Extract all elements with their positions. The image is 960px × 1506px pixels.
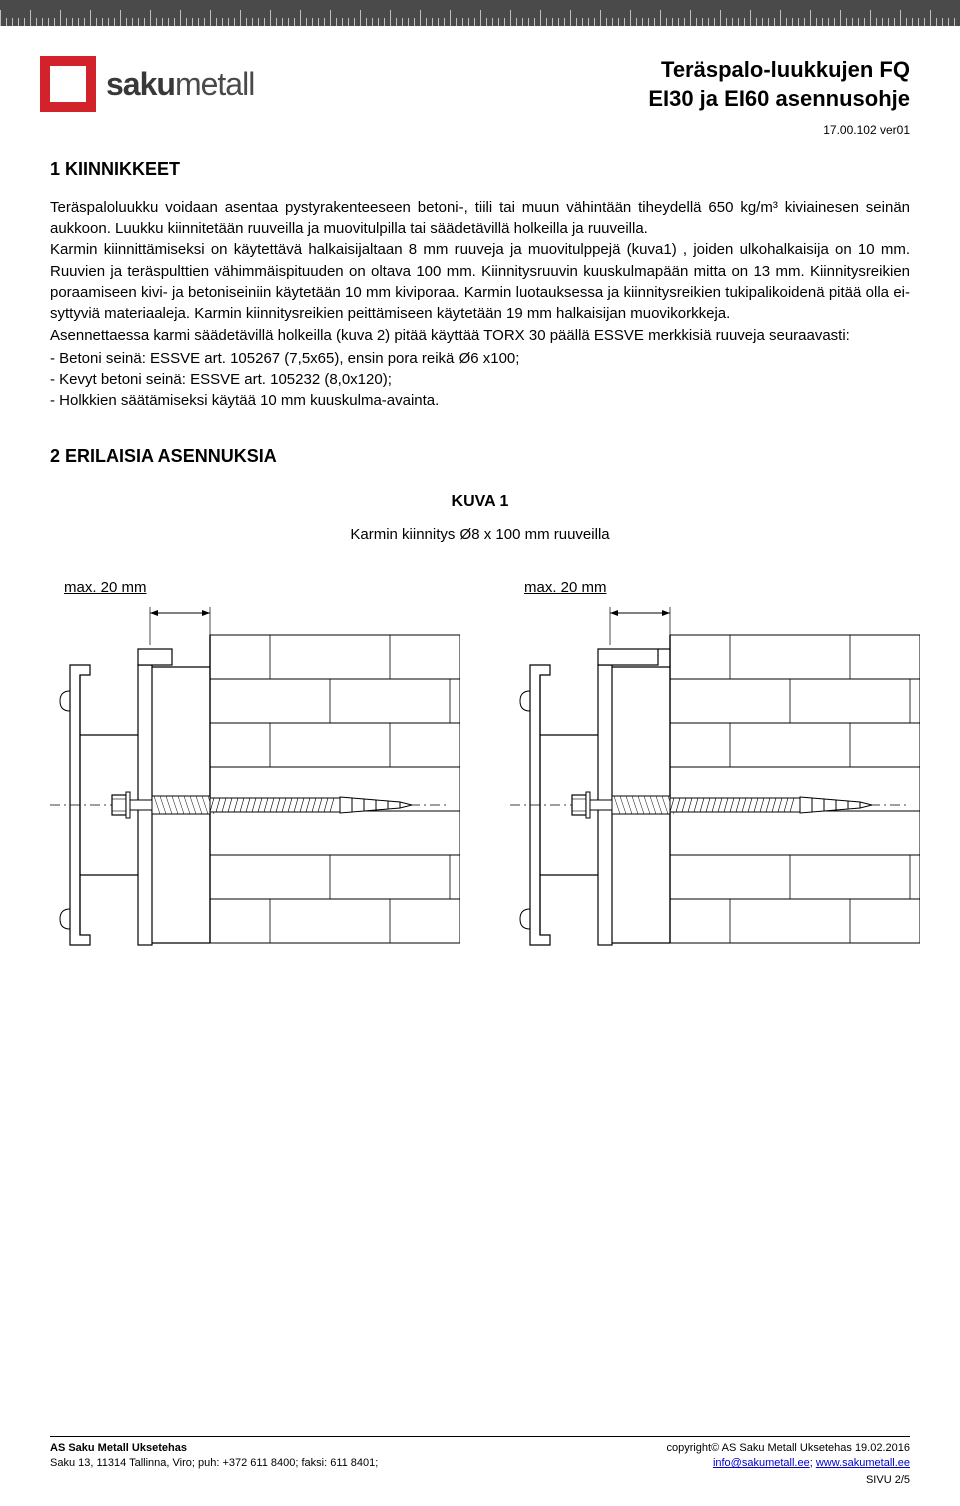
footer: AS Saku Metall Uksetehas Saku 13, 11314 …: [0, 1436, 960, 1506]
footer-left: AS Saku Metall Uksetehas Saku 13, 11314 …: [50, 1441, 378, 1488]
section-drawing-right-icon: [500, 605, 920, 975]
footer-rule: [50, 1436, 910, 1437]
section1-para3: Asennettaessa karmi säädetävillä holkeil…: [50, 325, 910, 346]
section2-heading: 2 ERILAISIA ASENNUKSIA: [50, 444, 910, 470]
doc-version: 17.00.102 ver01: [648, 123, 910, 137]
footer-address: Saku 13, 11314 Tallinna, Viro; puh: +372…: [50, 1457, 378, 1469]
footer-email[interactable]: info@sakumetall.ee: [713, 1457, 810, 1469]
header: sakumetall Teräspalo-luukkujen FQ EI30 j…: [0, 26, 960, 143]
diagrams-row: max. 20 mm max. 20 mm: [50, 577, 910, 974]
kuva-title: KUVA 1: [50, 491, 910, 514]
top-ruler: [0, 0, 960, 26]
logo-bold: saku: [106, 66, 175, 102]
list-item: - Kevyt betoni seinä: ESSVE art. 105232 …: [50, 369, 910, 390]
doc-title-line1: Teräspalo-luukkujen FQ: [648, 56, 910, 85]
diagram-label-right: max. 20 mm: [524, 577, 920, 598]
doc-title-line2: EI30 ja EI60 asennusohje: [648, 85, 910, 114]
logo: sakumetall: [40, 56, 254, 112]
section1-para1: Teräspaloluukku voidaan asentaa pystyrak…: [50, 197, 910, 240]
footer-page: SIVU 2/5: [666, 1473, 910, 1488]
logo-light: metall: [175, 66, 254, 102]
kuva-subtitle: Karmin kiinnitys Ø8 x 100 mm ruuveilla: [50, 524, 910, 545]
section1-list: - Betoni seinä: ESSVE art. 105267 (7,5x6…: [50, 348, 910, 412]
diagram-label-left: max. 20 mm: [64, 577, 460, 598]
diagram-left: max. 20 mm: [40, 577, 460, 974]
footer-right: copyright© AS Saku Metall Uksetehas 19.0…: [666, 1441, 910, 1488]
doc-title-block: Teräspalo-luukkujen FQ EI30 ja EI60 asen…: [648, 56, 910, 137]
logo-square-icon: [40, 56, 96, 112]
section1-heading: 1 KIINNIKKEET: [50, 157, 910, 183]
footer-company: AS Saku Metall Uksetehas: [50, 1442, 187, 1454]
list-item: - Betoni seinä: ESSVE art. 105267 (7,5x6…: [50, 348, 910, 369]
content: 1 KIINNIKKEET Teräspaloluukku voidaan as…: [0, 143, 960, 974]
footer-url[interactable]: www.sakumetall.ee: [816, 1457, 910, 1469]
footer-copyright: copyright© AS Saku Metall Uksetehas 19.0…: [666, 1442, 910, 1454]
diagram-right: max. 20 mm: [500, 577, 920, 974]
section-drawing-left-icon: [40, 605, 460, 975]
footer-row: AS Saku Metall Uksetehas Saku 13, 11314 …: [50, 1441, 910, 1488]
list-item: - Holkkien säätämiseksi käytää 10 mm kuu…: [50, 390, 910, 411]
section1-para2: Karmin kiinnittämiseksi on käytettävä ha…: [50, 239, 910, 324]
logo-text: sakumetall: [106, 66, 254, 103]
